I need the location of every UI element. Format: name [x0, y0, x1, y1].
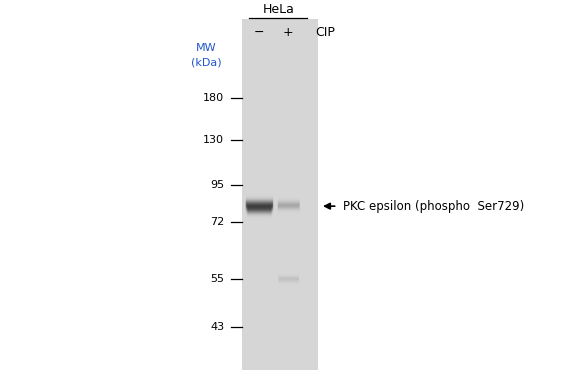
Text: HeLa: HeLa [262, 3, 294, 16]
Text: +: + [283, 26, 293, 39]
Text: 95: 95 [210, 180, 224, 190]
Text: MW: MW [196, 43, 217, 53]
Text: (kDa): (kDa) [191, 58, 222, 68]
Text: 130: 130 [203, 135, 224, 145]
Text: 43: 43 [210, 322, 224, 332]
Text: 55: 55 [210, 274, 224, 284]
Text: CIP: CIP [315, 26, 335, 39]
Text: PKC epsilon (phospho  Ser729): PKC epsilon (phospho Ser729) [343, 200, 524, 213]
Text: −: − [254, 26, 264, 39]
Text: 180: 180 [203, 93, 224, 104]
Text: 72: 72 [210, 217, 224, 227]
